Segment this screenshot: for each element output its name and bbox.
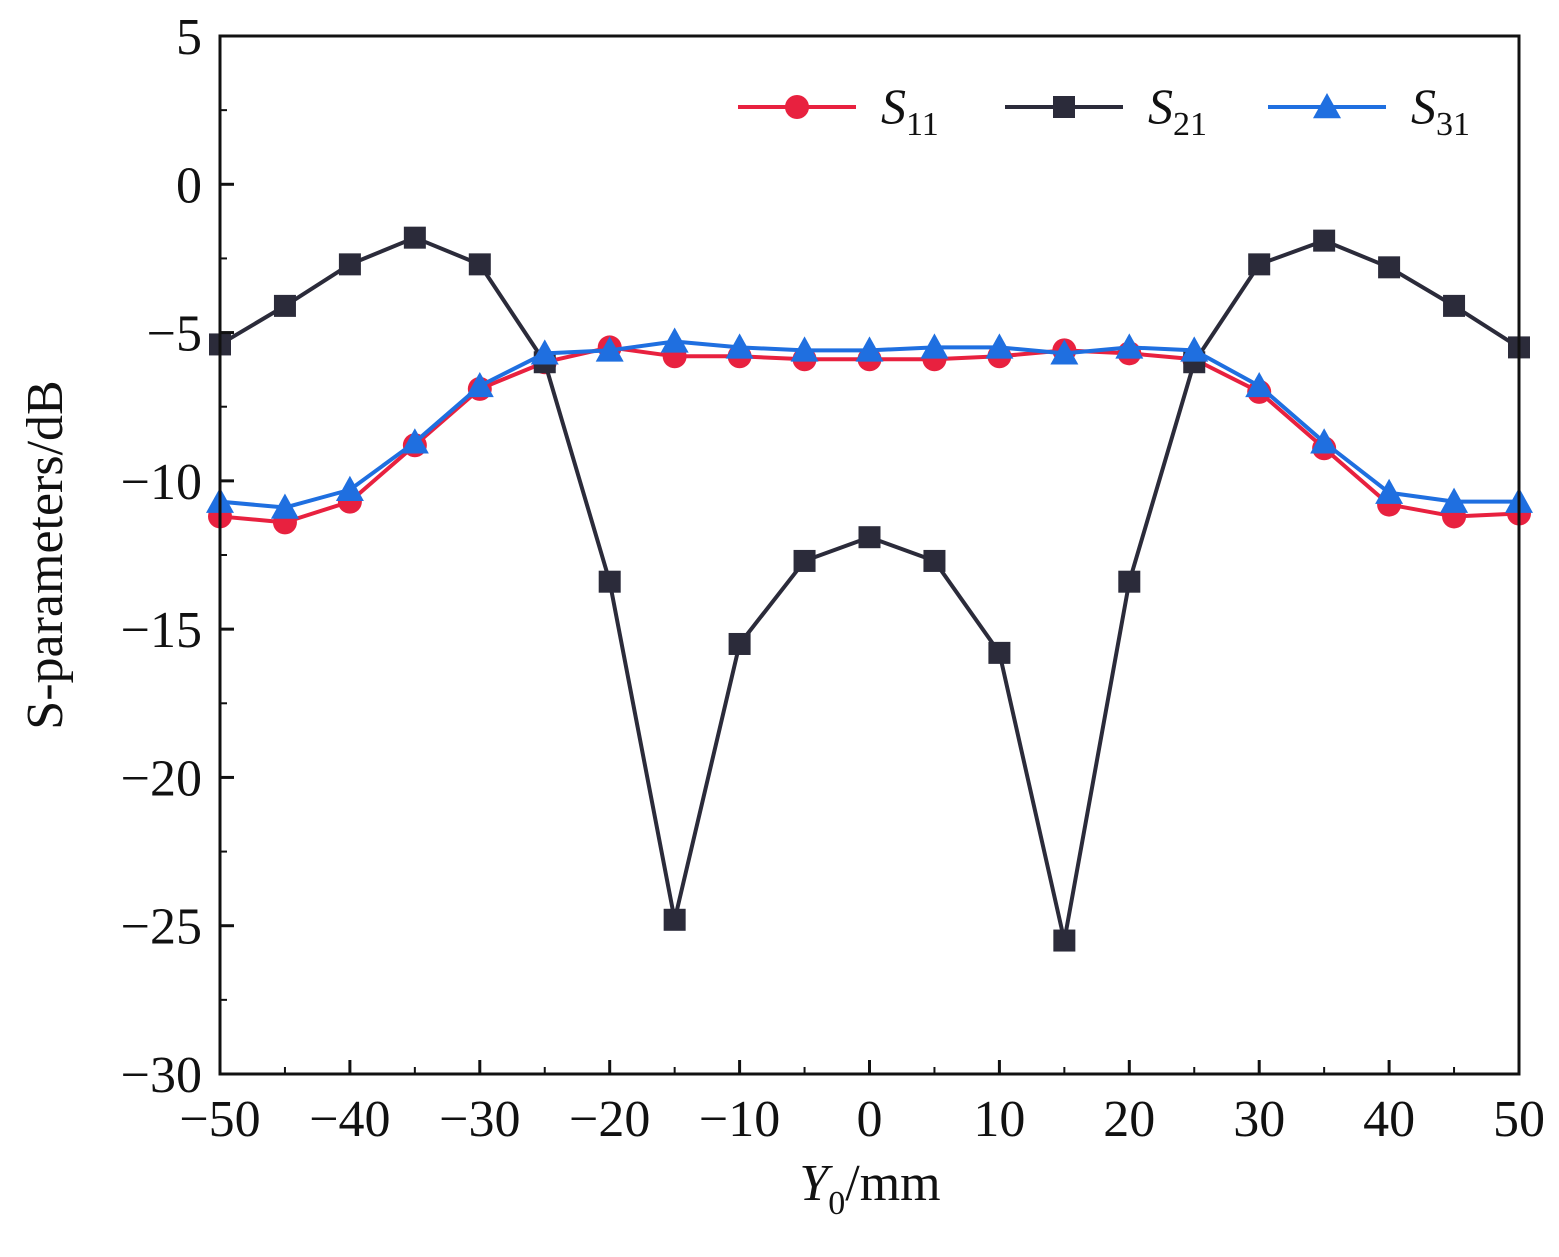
y-tick-label: 0 [176, 157, 202, 214]
legend-item-s31: S31 [1268, 78, 1470, 143]
x-tick-label: 20 [1103, 1091, 1155, 1148]
data-point-s21 [988, 641, 1011, 664]
data-point-s31 [530, 339, 559, 365]
x-tick-label: −50 [179, 1091, 260, 1148]
series-s11 [208, 335, 1531, 535]
y-tick-label: −20 [121, 750, 202, 807]
data-point-s21 [793, 549, 816, 572]
x-axis-label-unit: /mm [845, 1155, 940, 1212]
data-point-s21 [1118, 570, 1141, 593]
y-axis-label: S-parameters/dB [17, 380, 74, 729]
legend-label: S21 [1148, 78, 1207, 143]
data-point-s21 [858, 526, 881, 549]
x-tick-label: −40 [309, 1091, 390, 1148]
data-point-s31 [595, 336, 624, 362]
legend-label: S11 [881, 78, 939, 143]
data-point-s31 [1180, 336, 1209, 362]
series-s31 [206, 327, 1533, 519]
series-s21 [209, 226, 1530, 952]
x-tick-label: 40 [1363, 1091, 1415, 1148]
data-point-s31 [855, 336, 884, 362]
legend-marker [785, 95, 809, 119]
y-tick-label: −30 [121, 1047, 202, 1104]
x-tick-label: −10 [699, 1091, 780, 1148]
data-point-s31 [1050, 339, 1079, 365]
x-tick-label: 10 [973, 1091, 1025, 1148]
x-tick-label: −20 [569, 1091, 650, 1148]
legend-label-sub: 21 [1173, 106, 1207, 143]
data-point-s31 [660, 327, 689, 353]
x-axis-label-sub: 0 [828, 1185, 845, 1222]
legend: S11 S21 S31 [738, 78, 1470, 143]
data-point-s31 [725, 333, 754, 359]
x-tick-label: 50 [1493, 1091, 1545, 1148]
data-point-s21 [1053, 929, 1076, 952]
data-point-s21 [403, 226, 426, 249]
legend-marker [1053, 96, 1075, 118]
series-layer [206, 226, 1533, 952]
data-point-s31 [400, 428, 429, 454]
data-point-s31 [1115, 333, 1144, 359]
data-point-s21 [273, 294, 296, 317]
data-point-s21 [1313, 229, 1336, 252]
x-axis-ticks: −50 −40 −30 −20 −10 0 10 20 30 40 50 [179, 1060, 1545, 1148]
y-tick-label: −5 [147, 306, 202, 363]
data-point-s21 [468, 253, 491, 276]
data-point-s31 [1440, 487, 1469, 513]
y-tick-label: 5 [176, 9, 202, 66]
data-point-s31 [1310, 428, 1339, 454]
data-point-s21 [598, 570, 621, 593]
data-point-s31 [465, 371, 494, 398]
data-point-s21 [1248, 253, 1271, 276]
data-point-s21 [663, 908, 686, 931]
data-point-s21 [1378, 256, 1401, 279]
legend-item-s21: S21 [1005, 78, 1207, 143]
legend-label-main: S [1148, 78, 1173, 134]
legend-label-main: S [881, 78, 906, 134]
x-axis-label: Y0/mm [799, 1155, 940, 1222]
data-point-s21 [1443, 294, 1466, 317]
legend-label: S31 [1411, 78, 1470, 143]
data-point-s21 [338, 253, 361, 276]
data-point-s31 [335, 475, 364, 501]
y-axis-ticks: 5 0 −5 −10 −15 −20 −25 −30 [121, 9, 234, 1104]
y-tick-label: −10 [121, 454, 202, 511]
legend-marker [1313, 93, 1341, 119]
data-point-s31 [1375, 478, 1404, 504]
legend-label-main: S [1411, 78, 1436, 134]
x-tick-label: −30 [439, 1091, 520, 1148]
x-tick-label: 0 [857, 1091, 883, 1148]
data-point-s31 [790, 336, 819, 362]
plot-frame [218, 34, 1521, 1076]
data-point-s21 [923, 549, 946, 572]
y-tick-label: −15 [121, 602, 202, 659]
legend-item-s11: S11 [738, 78, 939, 143]
data-point-s31 [270, 493, 299, 519]
y-tick-label: −25 [121, 899, 202, 956]
data-point-s21 [728, 632, 751, 655]
x-tick-label: 30 [1233, 1091, 1285, 1148]
legend-label-sub: 11 [906, 106, 939, 143]
data-point-s31 [985, 333, 1014, 359]
x-axis-label-main: Y [799, 1155, 833, 1212]
data-point-s31 [920, 333, 949, 359]
legend-label-sub: 31 [1436, 106, 1470, 143]
data-point-s31 [1245, 371, 1274, 398]
